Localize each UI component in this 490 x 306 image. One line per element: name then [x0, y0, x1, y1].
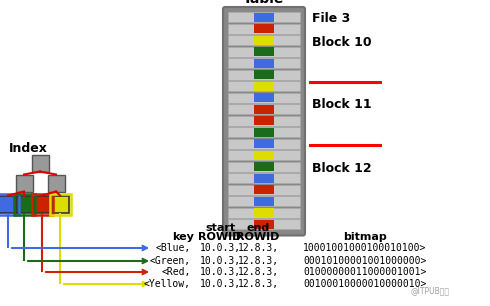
- Bar: [33, 196, 50, 212]
- Text: key: key: [172, 232, 194, 242]
- Bar: [0, 193, 19, 215]
- Bar: [254, 24, 274, 33]
- Bar: [254, 174, 274, 182]
- Bar: [228, 150, 300, 160]
- Bar: [254, 81, 274, 91]
- Bar: [228, 47, 300, 57]
- Text: 01000000011000001001>: 01000000011000001001>: [303, 267, 427, 277]
- Bar: [254, 139, 274, 148]
- Bar: [228, 115, 300, 125]
- Bar: [228, 219, 300, 229]
- Bar: [254, 35, 274, 44]
- Text: @ITPUB博客: @ITPUB博客: [410, 286, 449, 296]
- Text: 10.0.3,: 10.0.3,: [199, 243, 241, 253]
- Bar: [228, 139, 300, 148]
- Bar: [254, 128, 274, 136]
- Text: 12.8.3,: 12.8.3,: [238, 243, 278, 253]
- Bar: [254, 13, 274, 21]
- Bar: [254, 196, 274, 206]
- Text: <Red,: <Red,: [162, 267, 191, 277]
- Text: <Blue,: <Blue,: [156, 243, 191, 253]
- Bar: [16, 174, 32, 192]
- Bar: [254, 93, 274, 102]
- Text: Block 10: Block 10: [312, 35, 371, 48]
- Bar: [228, 12, 300, 22]
- Bar: [51, 196, 69, 212]
- Bar: [254, 151, 274, 159]
- Text: end: end: [246, 223, 270, 233]
- Bar: [228, 196, 300, 206]
- Text: 00010100001001000000>: 00010100001001000000>: [303, 256, 427, 266]
- Text: 10001001000100010100>: 10001001000100010100>: [303, 243, 427, 253]
- Bar: [49, 193, 71, 215]
- Bar: [228, 104, 300, 114]
- Bar: [0, 196, 17, 212]
- Text: 12.8.3,: 12.8.3,: [238, 256, 278, 266]
- Text: Table: Table: [244, 0, 285, 6]
- Text: Index: Index: [8, 141, 48, 155]
- Bar: [31, 193, 52, 215]
- Bar: [16, 196, 32, 212]
- Bar: [254, 219, 274, 229]
- Bar: [14, 193, 34, 215]
- Text: 10.0.3,: 10.0.3,: [199, 256, 241, 266]
- Bar: [48, 174, 65, 192]
- Bar: [254, 70, 274, 79]
- Text: 10.0.3,: 10.0.3,: [199, 267, 241, 277]
- Bar: [254, 58, 274, 68]
- Bar: [228, 127, 300, 137]
- Bar: [254, 185, 274, 194]
- Bar: [228, 58, 300, 68]
- Text: ROWID: ROWID: [198, 232, 242, 242]
- Bar: [228, 81, 300, 91]
- Text: ROWID: ROWID: [236, 232, 280, 242]
- Text: <Green,: <Green,: [150, 256, 191, 266]
- Text: 00100010000010000010>: 00100010000010000010>: [303, 279, 427, 289]
- Text: 12.8.3,: 12.8.3,: [238, 267, 278, 277]
- Bar: [254, 47, 274, 56]
- Bar: [228, 162, 300, 171]
- Bar: [228, 173, 300, 183]
- Bar: [228, 207, 300, 218]
- Bar: [228, 69, 300, 80]
- Text: bitmap: bitmap: [343, 232, 387, 242]
- Bar: [254, 162, 274, 171]
- Bar: [254, 116, 274, 125]
- Text: Block 12: Block 12: [312, 162, 371, 174]
- Text: File 3: File 3: [312, 12, 350, 24]
- Bar: [228, 24, 300, 33]
- Bar: [228, 185, 300, 195]
- Bar: [228, 35, 300, 45]
- Text: 10.0.3,: 10.0.3,: [199, 279, 241, 289]
- Text: <Yellow,: <Yellow,: [144, 279, 191, 289]
- Bar: [31, 155, 49, 171]
- Bar: [254, 208, 274, 217]
- Bar: [228, 92, 300, 103]
- Bar: [254, 105, 274, 114]
- Text: start: start: [205, 223, 235, 233]
- FancyBboxPatch shape: [223, 7, 305, 236]
- Text: 12.8.3,: 12.8.3,: [238, 279, 278, 289]
- Text: Block 11: Block 11: [312, 99, 371, 111]
